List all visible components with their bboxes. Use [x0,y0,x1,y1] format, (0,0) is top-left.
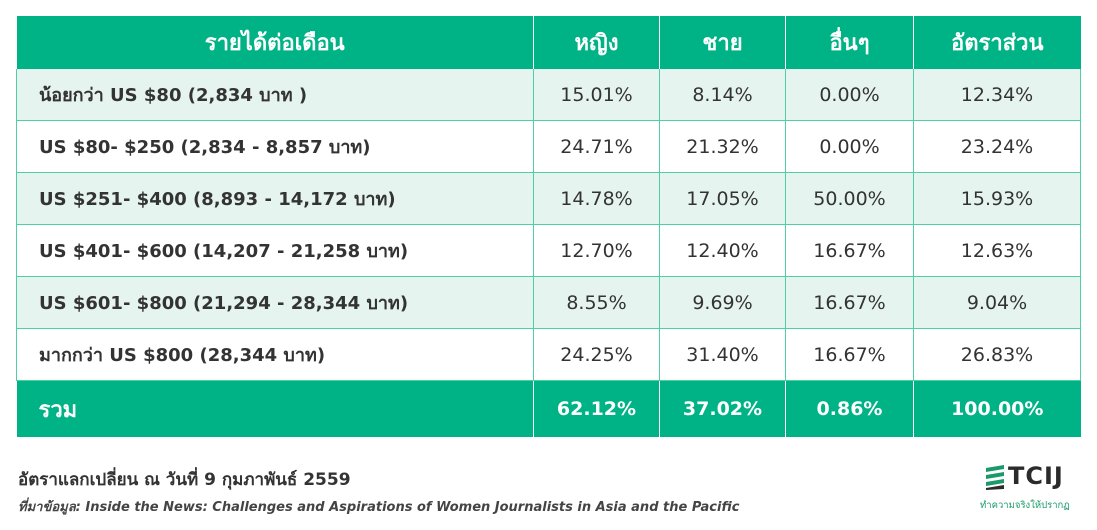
row-male-value: 12.40% [659,224,786,277]
total-label: รวม [16,380,534,437]
row-ratio-value: 23.24% [913,120,1081,173]
row-other-value: 50.00% [785,172,914,225]
row-male-value: 9.69% [659,276,786,329]
row-male-value: 8.14% [659,69,786,121]
row-income-range: US $80- $250 (2,834 - 8,857 บาท) [16,120,534,173]
tcij-logo: TCIJ ทำความจริงให้ปรากฏ [962,462,1082,522]
income-distribution-table: รายได้ต่อเดือน หญิง ชาย อื่นๆ อัตราส่วน … [16,16,1081,437]
row-other-value: 16.67% [785,224,914,277]
row-female-value: 8.55% [533,276,660,329]
row-income-range: มากกว่า US $800 (28,344 บาท) [16,328,534,381]
row-income-range: น้อยกว่า US $80 (2,834 บาท ) [16,69,534,121]
row-female-value: 24.25% [533,328,660,381]
table-header-row: รายได้ต่อเดือน หญิง ชาย อื่นๆ อัตราส่วน [16,16,1081,69]
row-ratio-value: 15.93% [913,172,1081,225]
row-other-value: 16.67% [785,276,914,329]
row-other-value: 16.67% [785,328,914,381]
row-ratio-value: 9.04% [913,276,1081,329]
row-female-value: 24.71% [533,120,660,173]
table-row: น้อยกว่า US $80 (2,834 บาท ) 15.01% 8.14… [16,69,1081,121]
total-female: 62.12% [533,380,660,437]
table-total-row: รวม 62.12% 37.02% 0.86% 100.00% [16,380,1081,437]
row-female-value: 12.70% [533,224,660,277]
row-ratio-value: 26.83% [913,328,1081,381]
row-income-range: US $401- $600 (14,207 - 21,258 บาท) [16,224,534,277]
table-row: US $401- $600 (14,207 - 21,258 บาท) 12.7… [16,224,1081,277]
header-male: ชาย [659,16,786,69]
row-income-range: US $601- $800 (21,294 - 28,344 บาท) [16,276,534,329]
tcij-logo-icon [984,464,1006,490]
table-row: US $251- $400 (8,893 - 14,172 บาท) 14.78… [16,172,1081,225]
total-male: 37.02% [659,380,786,437]
header-female: หญิง [533,16,660,69]
tcij-logo-text: TCIJ [1008,462,1064,490]
row-ratio-value: 12.34% [913,69,1081,121]
header-monthly-income: รายได้ต่อเดือน [16,16,534,69]
row-female-value: 14.78% [533,172,660,225]
row-female-value: 15.01% [533,69,660,121]
row-other-value: 0.00% [785,69,914,121]
row-ratio-value: 12.63% [913,224,1081,277]
table-row: US $80- $250 (2,834 - 8,857 บาท) 24.71% … [16,120,1081,173]
table-row: US $601- $800 (21,294 - 28,344 บาท) 8.55… [16,276,1081,329]
row-male-value: 31.40% [659,328,786,381]
tcij-tagline: ทำความจริงให้ปรากฏ [980,500,1070,511]
source-note: ที่มาข้อมูล: Inside the News: Challenges… [18,500,740,515]
row-male-value: 21.32% [659,120,786,173]
income-table-container: รายได้ต่อเดือน หญิง ชาย อื่นๆ อัตราส่วน … [16,16,1081,437]
total-other: 0.86% [785,380,914,437]
total-ratio: 100.00% [913,380,1081,437]
exchange-rate-note: อัตราแลกเปลี่ยน ณ วันที่ 9 กุมภาพันธ์ 25… [18,470,351,490]
row-income-range: US $251- $400 (8,893 - 14,172 บาท) [16,172,534,225]
row-other-value: 0.00% [785,120,914,173]
table-row: มากกว่า US $800 (28,344 บาท) 24.25% 31.4… [16,328,1081,381]
header-other: อื่นๆ [785,16,914,69]
row-male-value: 17.05% [659,172,786,225]
header-ratio: อัตราส่วน [913,16,1081,69]
